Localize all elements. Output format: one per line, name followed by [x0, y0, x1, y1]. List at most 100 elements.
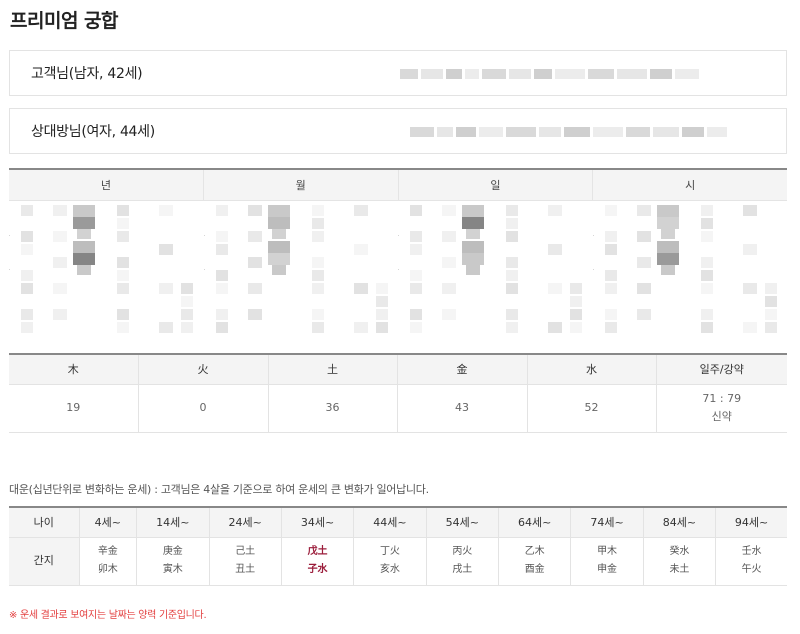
daeun-branch: 戌土 — [452, 564, 473, 575]
blur-pixel — [604, 283, 617, 294]
daeun-stem: 乙木 — [524, 546, 545, 557]
blur-pixel — [700, 270, 713, 281]
daeun-stem: 丁火 — [379, 546, 400, 557]
daeun-ganji-cell: 甲木 申金 — [570, 537, 644, 586]
blur-pixel — [700, 283, 713, 294]
daeun-age: 4세~ — [79, 507, 138, 538]
daeun-ganji-row: 간지 辛金 卯木 庚金 寅木 己土 丑土 戊土 子水 丁火 亥水 丙火 戌土 乙木 酉金 甲木… — [9, 537, 787, 586]
blur-pixel — [117, 322, 129, 333]
blur-pixel — [247, 231, 262, 242]
daeun-age: 74세~ — [570, 507, 644, 538]
blur-pixel — [764, 296, 777, 307]
blur-pixel — [700, 322, 713, 333]
blur-pixel — [311, 283, 324, 294]
blur-pixel — [506, 309, 518, 320]
daeun-age: 24세~ — [209, 507, 282, 538]
customer-info-box: 고객님(남자, 42세) — [9, 50, 787, 96]
daeun-age: 54세~ — [426, 507, 500, 538]
blur-pixel — [353, 205, 368, 216]
blur-pixel — [215, 309, 228, 320]
blur-pixel — [506, 218, 518, 229]
strength-header: 일주/강약 — [656, 354, 787, 385]
daeun-age: 84세~ — [643, 507, 717, 538]
daeun-stem: 壬水 — [741, 546, 762, 557]
blur-pixel — [604, 205, 617, 216]
blur-pixel — [656, 241, 679, 253]
blur-pixel — [271, 229, 286, 239]
blur-pixel — [271, 265, 286, 275]
blur-pixel — [353, 283, 368, 294]
blur-pixel — [311, 218, 324, 229]
blur-pixel — [117, 309, 129, 320]
daeun-ganji-cell: 壬水 午火 — [715, 537, 787, 586]
blur-pixel — [181, 309, 193, 320]
daeun-branch: 酉金 — [524, 564, 545, 575]
blur-pixel — [73, 241, 95, 253]
blur-pixel — [764, 283, 777, 294]
daeun-ganji-cell: 丙火 戌土 — [426, 537, 500, 586]
saju-blurred-pillars — [9, 201, 787, 343]
blur-pixel — [267, 253, 290, 265]
blur-pixel — [506, 270, 518, 281]
blur-pixel — [764, 309, 777, 320]
five-elements-table: 木 火 土 金 水 일주/강약 19 0 36 43 52 71 : 79 신약 — [9, 353, 787, 433]
blur-pixel — [462, 253, 484, 265]
daeun-ganji-cell: 丁火 亥水 — [353, 537, 427, 586]
blur-pixel — [700, 205, 713, 216]
daeun-branch: 寅木 — [162, 564, 183, 575]
daeun-branch: 子水 — [307, 564, 328, 575]
blur-pixel — [742, 205, 757, 216]
blur-pixel — [700, 309, 713, 320]
blur-pixel — [159, 244, 173, 255]
blur-pixel — [604, 231, 617, 242]
strength-value: 신약 — [711, 410, 732, 423]
blur-pixel — [604, 309, 617, 320]
blur-pixel — [267, 217, 290, 229]
blur-pixel — [656, 253, 679, 265]
blur-pixel — [53, 309, 67, 320]
blur-pixel — [506, 257, 518, 268]
daeun-stem: 庚金 — [162, 546, 183, 557]
saju-header-year: 년 — [9, 170, 204, 200]
blur-pixel — [117, 257, 129, 268]
daeun-ganji-cell: 癸水 未土 — [643, 537, 717, 586]
saju-header-row: 년 월 일 시 — [9, 170, 787, 201]
blur-pixel — [53, 231, 67, 242]
blur-pixel — [410, 309, 422, 320]
daeun-age-label: 나이 — [9, 507, 80, 538]
blur-pixel — [215, 244, 228, 255]
daeun-ganji-cell-current: 戊土 子水 — [281, 537, 355, 586]
blur-pixel — [742, 322, 757, 333]
element-water-value: 52 — [527, 384, 657, 433]
partner-info-box: 상대방님(여자, 44세) — [9, 108, 787, 154]
daeun-age: 64세~ — [498, 507, 572, 538]
page-title: 프리미엄 궁합 — [10, 10, 119, 32]
five-elements-header-row: 木 火 土 金 水 일주/강약 — [9, 354, 787, 385]
element-metal-header: 金 — [397, 354, 528, 385]
blur-pixel — [9, 269, 10, 270]
element-fire-header: 火 — [138, 354, 269, 385]
blur-pixel — [410, 283, 422, 294]
blur-pixel — [592, 235, 594, 236]
blur-pixel — [442, 283, 456, 294]
blur-pixel — [548, 205, 562, 216]
blur-pixel — [398, 269, 399, 270]
blur-pixel — [636, 205, 651, 216]
blur-pixel — [159, 205, 173, 216]
blur-pixel — [636, 257, 651, 268]
daeun-age: 44세~ — [353, 507, 427, 538]
blur-pixel — [570, 283, 582, 294]
daeun-ganji-cell: 己土 丑土 — [209, 537, 282, 586]
blur-pixel — [506, 283, 518, 294]
element-water-header: 水 — [527, 354, 657, 385]
customer-label: 고객님(남자, 42세) — [31, 66, 143, 82]
blur-pixel — [21, 270, 33, 281]
blur-pixel — [506, 322, 518, 333]
blur-pixel — [181, 322, 193, 333]
blur-pixel — [311, 309, 324, 320]
daeun-branch: 丑土 — [235, 564, 256, 575]
blur-pixel — [117, 218, 129, 229]
five-elements-value-row: 19 0 36 43 52 71 : 79 신약 — [9, 384, 787, 433]
blur-pixel — [742, 283, 757, 294]
blur-pixel — [9, 235, 10, 236]
